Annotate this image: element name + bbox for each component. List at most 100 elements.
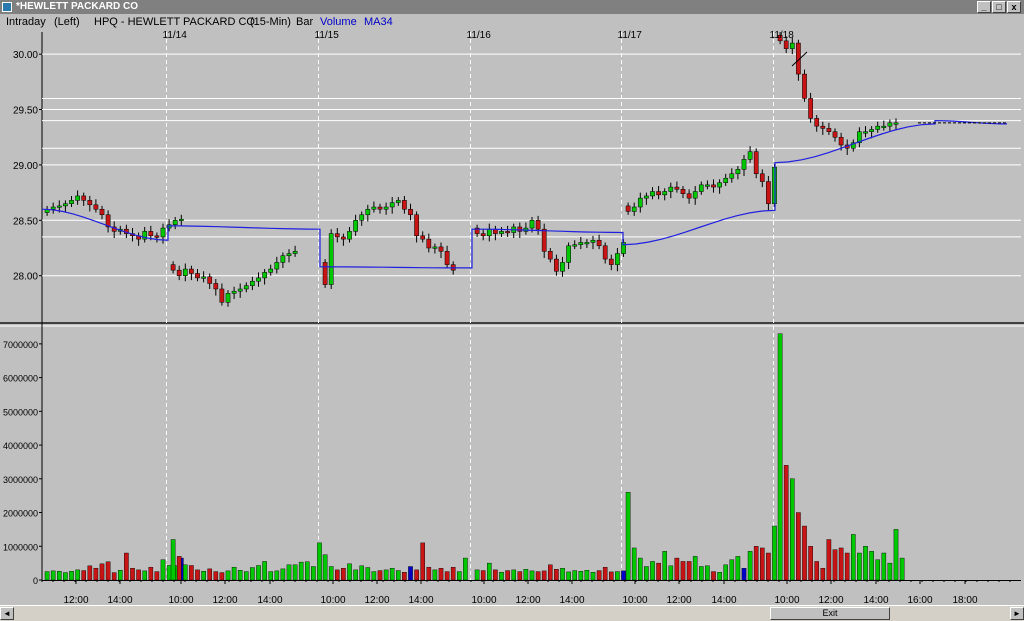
candle-body [644, 195, 649, 199]
day-label: 11/17 [618, 30, 643, 41]
minimize-button[interactable]: _ [977, 1, 991, 13]
volume-bar [69, 571, 74, 581]
candle-body [881, 125, 887, 128]
candle-body [154, 235, 160, 238]
candle-body [322, 262, 328, 285]
volume-bar [705, 565, 710, 581]
candle-body [547, 251, 553, 260]
volume-bar [213, 571, 219, 581]
volume-bar [875, 559, 880, 581]
candle-body [268, 268, 274, 273]
volume-bar [692, 556, 698, 581]
volume-bar [541, 570, 547, 581]
candle-body [572, 244, 578, 247]
candle-body [608, 258, 614, 265]
volume-bar [189, 565, 194, 581]
volume-bar [814, 561, 819, 581]
time-tick-label: 10:00 [320, 595, 345, 606]
interval-label[interactable]: (15-Min) [250, 16, 291, 28]
close-button[interactable]: x [1007, 1, 1021, 13]
volume-bar [820, 567, 826, 581]
ma-study-label[interactable]: MA34 [364, 16, 393, 28]
symbol-label[interactable]: HPQ - HEWLETT PACKARD CO [94, 16, 255, 28]
candle-body [75, 195, 80, 201]
volume-bar [505, 570, 510, 581]
volume-bar [130, 567, 135, 581]
volume-bar [802, 525, 807, 581]
price-pane[interactable] [42, 32, 1021, 320]
volume-bar [50, 570, 56, 581]
candle-body [820, 125, 826, 129]
volume-bar [207, 568, 213, 581]
volume-study-label[interactable]: Volume [320, 16, 357, 28]
volume-bar [142, 570, 148, 581]
candle-body [250, 280, 255, 286]
volume-bar [699, 566, 704, 581]
candle-body [863, 131, 868, 134]
volume-bar [444, 571, 450, 581]
volume-bar [838, 547, 844, 581]
scroll-right-arrow[interactable]: ► [1010, 607, 1024, 620]
volume-bar [170, 539, 176, 581]
volume-bar [286, 564, 292, 581]
volume-bar [105, 561, 111, 581]
candle-body [105, 214, 111, 228]
volume-bar [753, 546, 759, 581]
volume-pane[interactable] [42, 327, 1021, 580]
candle-body [383, 206, 389, 210]
volume-bar [590, 572, 596, 581]
candle-body [893, 122, 899, 125]
candle-body [625, 205, 631, 212]
candle-body [578, 242, 584, 245]
volume-bar [371, 571, 377, 581]
candle-body [596, 239, 602, 247]
candle-body [850, 142, 856, 149]
time-tick-label: 10:00 [471, 595, 496, 606]
candle-body [705, 184, 710, 187]
candle-body [735, 169, 741, 175]
volume-bar [615, 571, 620, 581]
candle-body [662, 191, 668, 196]
volume-bar [631, 547, 637, 581]
candle-body [590, 239, 596, 243]
title-bar: *HEWLETT PACKARD CO _ □ x [0, 0, 1024, 14]
volume-bar [432, 569, 438, 581]
maximize-button[interactable]: □ [992, 1, 1006, 13]
candle-body [402, 200, 407, 210]
candle-body [759, 173, 765, 182]
volume-bar [87, 565, 93, 581]
style-label[interactable]: Bar [296, 16, 314, 28]
volume-bar [517, 571, 523, 581]
scroll-thumb[interactable]: Exit [770, 607, 890, 620]
time-tick-label: 14:00 [408, 595, 433, 606]
candle-body [698, 184, 704, 192]
candle-body [808, 98, 813, 119]
time-tick-label: 14:00 [711, 595, 736, 606]
candle-body [637, 197, 643, 208]
volume-bar [81, 570, 86, 581]
volume-bar [359, 565, 365, 581]
volume-bar [154, 571, 160, 581]
volume-bar [353, 569, 358, 581]
volume-bar [863, 546, 868, 581]
volume-bar [44, 571, 50, 581]
time-tick-label: 10:00 [168, 595, 193, 606]
time-tick-label: 14:00 [863, 595, 888, 606]
time-tick-label: 14:00 [559, 595, 584, 606]
volume-bar [656, 562, 661, 581]
candle-body [529, 220, 535, 229]
volume-bar [887, 562, 893, 581]
app-icon [2, 2, 12, 12]
candle-body [160, 227, 166, 238]
scroll-left-arrow[interactable]: ◄ [0, 607, 14, 620]
time-scrollbar[interactable]: ◄ Exit ► [0, 605, 1024, 621]
volume-bar [75, 569, 80, 581]
volume-bar [747, 551, 753, 581]
candle-body [656, 191, 661, 196]
time-tick-label: 12:00 [63, 595, 88, 606]
candle-body [789, 42, 795, 49]
volume-bar [408, 566, 413, 581]
volume-bar [117, 570, 123, 581]
candle-body [178, 218, 184, 221]
